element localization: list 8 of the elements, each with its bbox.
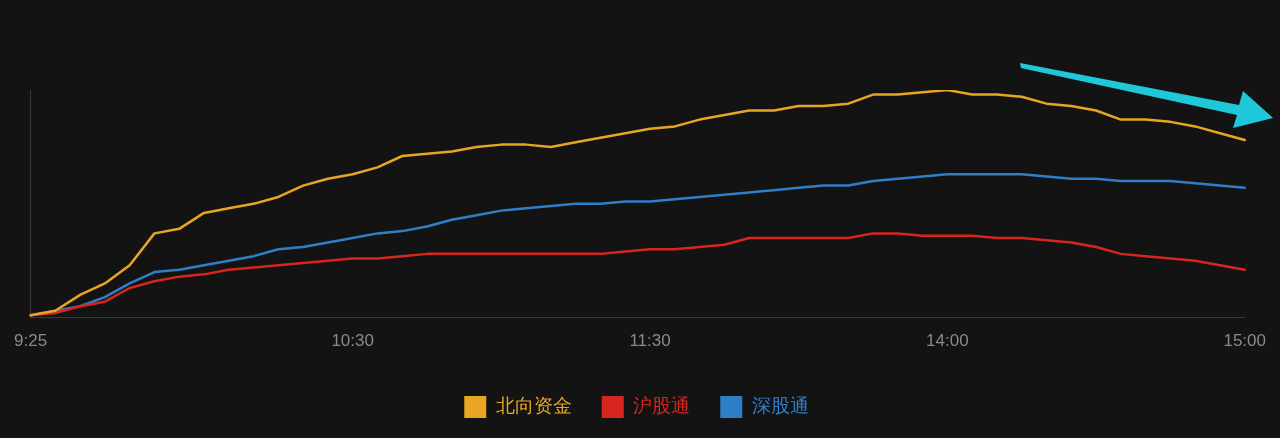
legend-label: 沪股通 bbox=[633, 393, 691, 416]
x-tick-label: 11:30 bbox=[629, 331, 671, 351]
x-tick-label: 10:30 bbox=[331, 331, 374, 351]
x-tick-label: 14:00 bbox=[926, 331, 969, 351]
x-tick-label: 15:00 bbox=[1223, 331, 1266, 351]
legend-label: 北向资金 bbox=[495, 393, 572, 416]
x-tick-label: 9:25 bbox=[14, 331, 48, 351]
legend-label: 深股通 bbox=[751, 393, 809, 416]
